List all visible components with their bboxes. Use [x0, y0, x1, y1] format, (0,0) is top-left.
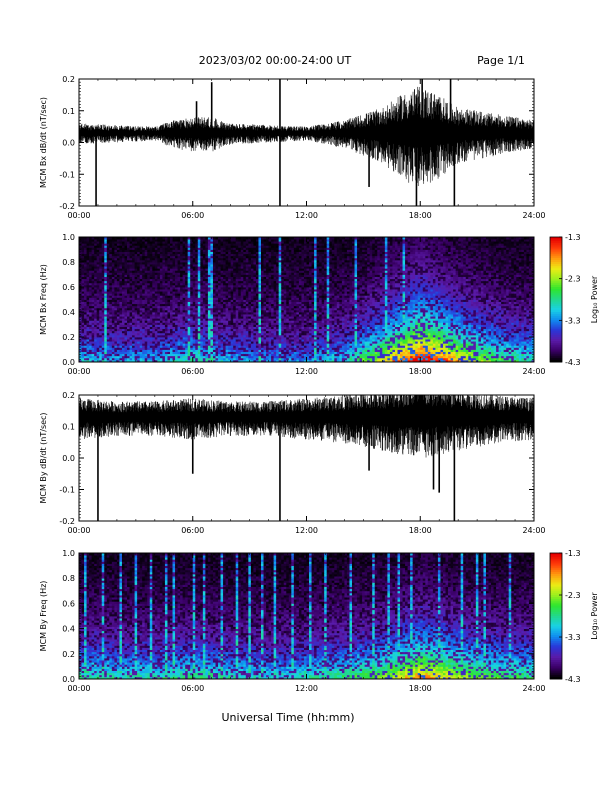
y-tick-label: -0.2	[59, 202, 75, 211]
page-indicator: Page 1/1	[477, 54, 525, 67]
dbdt-series-line	[79, 87, 534, 186]
y-tick-label: 0.0	[62, 139, 75, 148]
bx-dbdt-ylabel: MCM Bx dB/dt (nT/sec)	[39, 97, 48, 188]
x-tick-label: 00:00	[67, 211, 90, 220]
panel-bx-dbdt: 0.2 0.1 0.0 -0.1 -0.200:00 06:00 12:00 18:00 24:…	[39, 75, 546, 220]
x-tick-label: 18:00	[409, 211, 432, 220]
y-tick-label: -0.1	[59, 170, 75, 179]
x-tick-label: 24:00	[522, 211, 545, 220]
x-tick-label: 06:00	[181, 211, 204, 220]
bx-dbdt-trace	[79, 79, 534, 206]
x-tick-label: 12:00	[295, 211, 318, 220]
panel-bx-spectrogram: 1.00.80.60.40.20.000:00 06:00 12:00 18:00 24…	[39, 233, 599, 376]
y-tick-label: 0.1	[62, 107, 75, 116]
bx-dbdt-frame	[79, 79, 534, 206]
y-tick-label: 0.2	[62, 75, 75, 84]
figure-title: 2023/03/02 00:00-24:00 UT	[199, 54, 352, 67]
bx-spectrogram-image	[79, 237, 534, 362]
